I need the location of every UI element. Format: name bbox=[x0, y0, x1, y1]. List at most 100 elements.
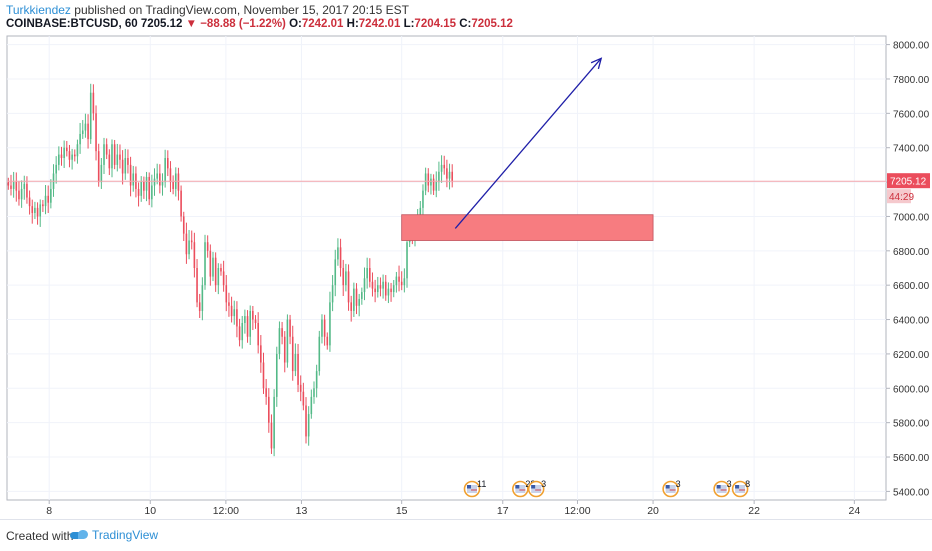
candle-body bbox=[345, 271, 347, 286]
candle-body bbox=[100, 164, 103, 183]
candle-body bbox=[252, 310, 254, 320]
candle-body bbox=[443, 164, 446, 169]
candle-body bbox=[50, 188, 52, 203]
candle-body bbox=[382, 281, 384, 289]
candle-body bbox=[347, 271, 350, 303]
candle-body bbox=[18, 190, 20, 200]
countdown-tag bbox=[887, 189, 911, 204]
flag-field bbox=[515, 485, 526, 493]
candle-body bbox=[361, 292, 363, 299]
candle-body bbox=[148, 176, 150, 200]
candle-body bbox=[89, 92, 92, 140]
candle-body bbox=[398, 276, 400, 282]
last-price-label: 7205.12 bbox=[890, 177, 927, 188]
close-value: 7205.12 bbox=[471, 18, 513, 30]
symbol-label: COINBASE:BTCUSD, 60 bbox=[6, 18, 138, 30]
candle-body bbox=[249, 310, 252, 337]
candle-body bbox=[108, 154, 111, 169]
x-tick-label: 12:00 bbox=[564, 505, 590, 517]
candle-body bbox=[371, 281, 374, 289]
candle-body bbox=[241, 322, 244, 341]
candle-body bbox=[297, 353, 299, 385]
candle-body bbox=[28, 197, 31, 207]
candle-body bbox=[448, 171, 451, 179]
candle-body bbox=[143, 182, 145, 191]
candle-body bbox=[119, 154, 121, 160]
candle-body bbox=[225, 285, 228, 303]
candle-body bbox=[129, 164, 132, 186]
candle-body bbox=[121, 159, 124, 174]
candle-body bbox=[111, 144, 113, 169]
candle-body bbox=[127, 158, 129, 165]
candle-body bbox=[424, 173, 427, 191]
candle-body bbox=[376, 285, 379, 293]
candle-body bbox=[244, 316, 246, 323]
candle-body bbox=[159, 173, 161, 186]
event-count-label: 3 bbox=[727, 479, 732, 489]
candle-body bbox=[392, 285, 395, 293]
candle-body bbox=[79, 133, 81, 145]
candle-body bbox=[55, 164, 57, 174]
candle-body bbox=[20, 188, 23, 200]
footer: Created with TradingView bbox=[0, 519, 932, 551]
tradingview-brand[interactable]: TradingView bbox=[70, 528, 158, 542]
flag-field bbox=[466, 485, 477, 493]
candle-body bbox=[31, 206, 34, 214]
candle-body bbox=[427, 173, 430, 186]
y-tick-label: 8000.00 bbox=[893, 41, 930, 52]
candle-body bbox=[73, 154, 76, 157]
x-tick-label: 12:00 bbox=[213, 505, 239, 517]
candle-body bbox=[236, 309, 238, 327]
x-tick-label: 15 bbox=[396, 505, 408, 517]
flag-field bbox=[665, 485, 676, 493]
candle-body bbox=[44, 195, 47, 207]
event-count-label: 3 bbox=[541, 479, 546, 489]
candle-body bbox=[42, 204, 44, 207]
candle-body bbox=[403, 278, 406, 286]
candle-body bbox=[198, 302, 201, 311]
tradingview-logo-icon bbox=[70, 529, 88, 541]
candle-body bbox=[92, 92, 95, 114]
candle-body bbox=[435, 182, 438, 191]
candle-body bbox=[422, 190, 424, 208]
candle-body bbox=[257, 322, 259, 346]
candle-body bbox=[26, 183, 28, 198]
candle-body bbox=[326, 336, 329, 346]
candle-body bbox=[84, 123, 87, 131]
candle-body bbox=[103, 144, 105, 165]
candle-body bbox=[71, 154, 73, 160]
candle-body bbox=[374, 288, 376, 293]
candle-body bbox=[321, 319, 323, 337]
candle-body bbox=[206, 242, 209, 251]
candle-body bbox=[172, 182, 174, 189]
candle-body bbox=[58, 154, 60, 165]
candle-body bbox=[289, 319, 291, 337]
candle-body bbox=[151, 185, 153, 200]
candle-body bbox=[39, 204, 42, 217]
x-tick-label: 13 bbox=[296, 505, 308, 517]
candle-body bbox=[337, 247, 339, 260]
event-count-label: 8 bbox=[745, 479, 750, 489]
candle-body bbox=[451, 171, 454, 182]
candle-body bbox=[254, 319, 257, 323]
candle-body bbox=[105, 144, 108, 155]
candle-body bbox=[278, 328, 281, 354]
candle-body bbox=[329, 302, 331, 346]
candle-body bbox=[281, 328, 283, 337]
candle-body bbox=[369, 268, 371, 282]
price-chart[interactable]: 5400.00 5600.00 5800.00 6000.00 6200.00 6400.… bbox=[0, 0, 932, 519]
candle-body bbox=[318, 336, 321, 372]
candle-body bbox=[313, 388, 315, 397]
candle-body bbox=[60, 154, 63, 159]
x-tick-label: 22 bbox=[748, 505, 760, 517]
y-tick-label: 6400.00 bbox=[893, 316, 930, 327]
author-link[interactable]: Turkkiendez bbox=[6, 3, 71, 17]
candle-body bbox=[315, 371, 318, 389]
candle-body bbox=[7, 182, 10, 186]
candle-body bbox=[334, 259, 337, 286]
candle-body bbox=[305, 405, 307, 437]
candle-body bbox=[260, 345, 262, 363]
candle-body bbox=[190, 240, 193, 243]
y-tick-label: 5400.00 bbox=[893, 487, 930, 498]
candle-body bbox=[212, 257, 214, 277]
